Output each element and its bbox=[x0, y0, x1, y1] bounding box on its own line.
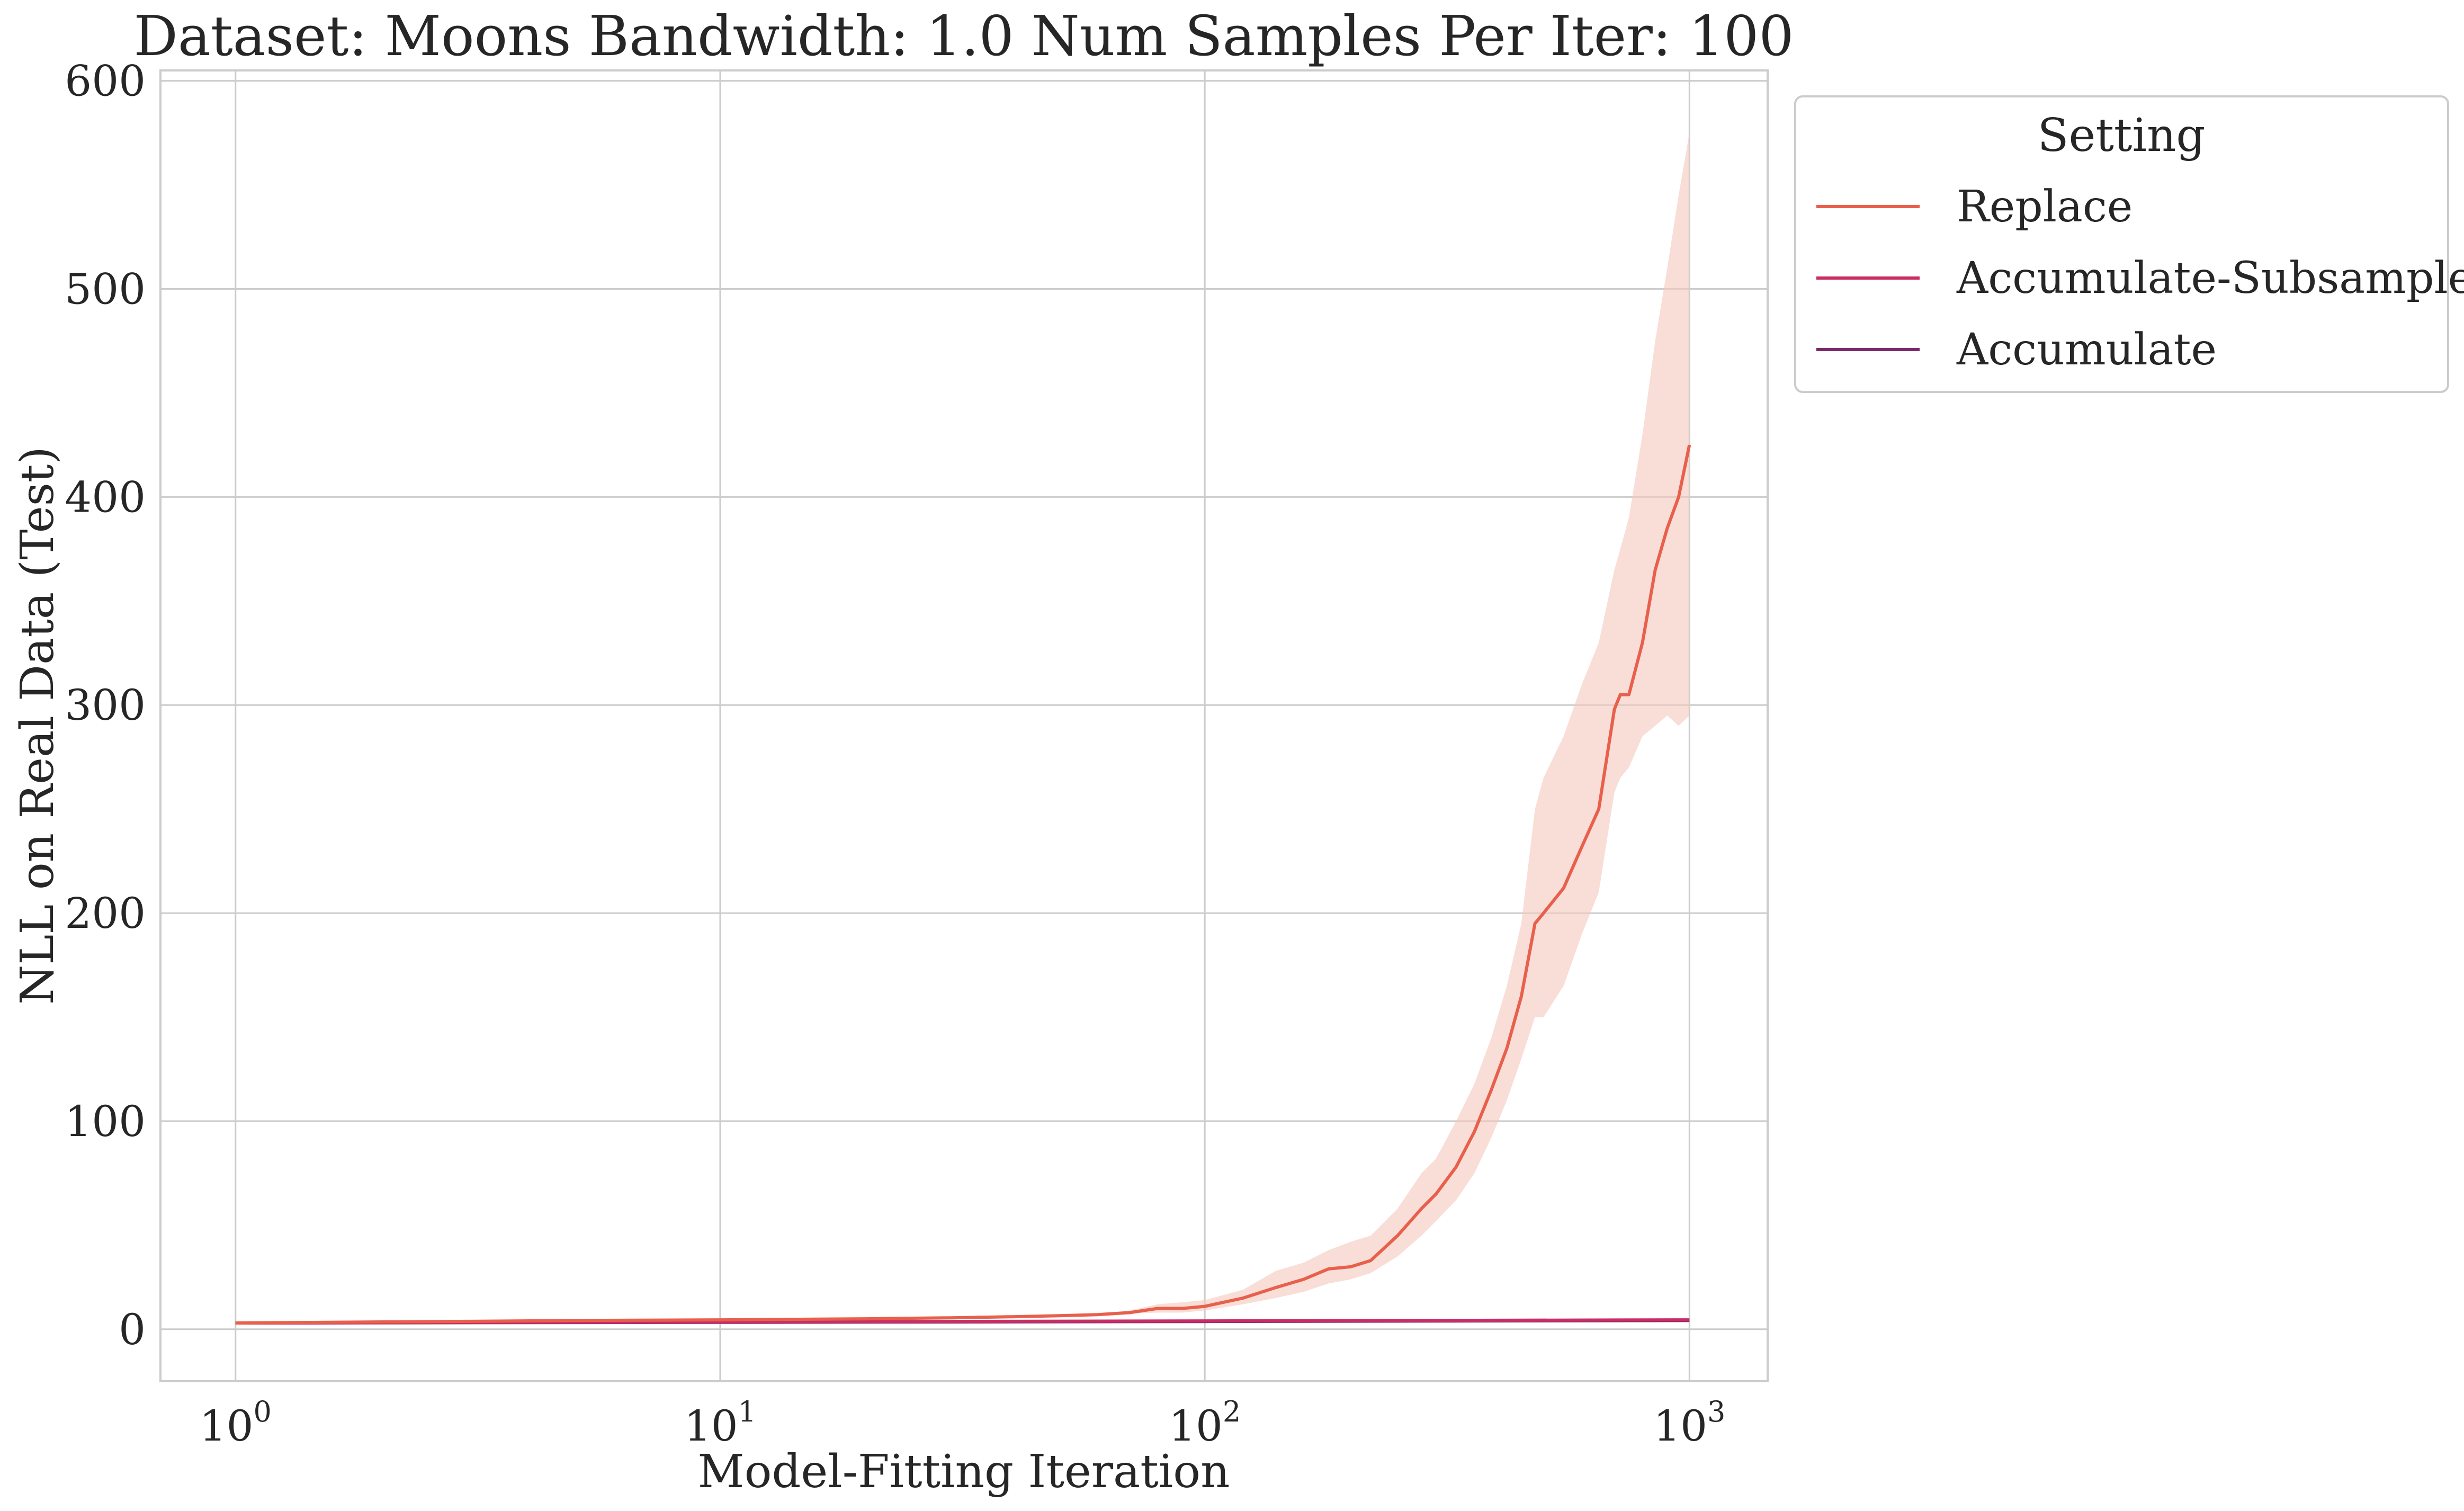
y-tick-label: 100 bbox=[65, 1097, 146, 1146]
legend: Setting Replace Accumulate-Subsample Accum… bbox=[1794, 95, 2464, 393]
x-tick-label: 102 bbox=[1169, 1395, 1241, 1451]
series-lines bbox=[235, 444, 1691, 1325]
y-axis-label: NLL on Real Data (Test) bbox=[11, 446, 64, 1005]
y-tick-label: 400 bbox=[65, 472, 146, 522]
legend-label: Accumulate-Subsample bbox=[1956, 253, 2464, 303]
chart-title: Dataset: Moons Bandwidth: 1.0 Num Sample… bbox=[134, 4, 1794, 68]
x-tick-label: 100 bbox=[200, 1395, 272, 1451]
y-tick-label: 500 bbox=[65, 265, 146, 314]
x-tick-labels: 100 101 102 103 bbox=[200, 1395, 1726, 1451]
legend-title: Setting bbox=[2038, 109, 2206, 162]
legend-items: Replace Accumulate-Subsample Accumulate bbox=[1816, 182, 2464, 375]
plot-area bbox=[159, 69, 1769, 1382]
y-tick-label: 200 bbox=[65, 889, 146, 938]
y-tick-label: 600 bbox=[65, 57, 146, 106]
legend-label: Replace bbox=[1957, 182, 2133, 232]
y-tick-label: 300 bbox=[65, 681, 146, 730]
legend-box bbox=[1794, 95, 2449, 393]
x-tick-label: 101 bbox=[684, 1395, 756, 1451]
y-tick-labels: 0 100 200 300 400 500 600 bbox=[65, 57, 146, 1354]
y-tick-label: 0 bbox=[119, 1305, 146, 1354]
legend-label: Accumulate bbox=[1956, 325, 2217, 375]
grid-lines bbox=[160, 70, 1768, 1381]
series-line bbox=[235, 444, 1691, 1325]
x-tick-label: 103 bbox=[1653, 1395, 1725, 1451]
x-axis-label: Model-Fitting Iteration bbox=[698, 1445, 1230, 1498]
